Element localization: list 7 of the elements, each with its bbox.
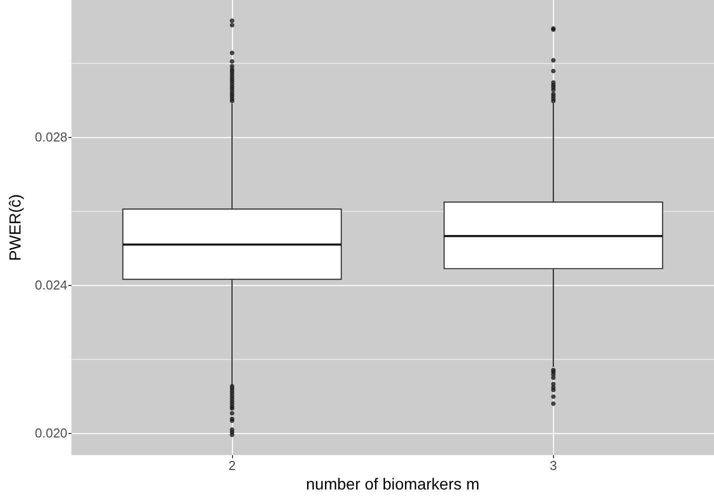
x-tick-label: 3 xyxy=(550,458,557,474)
x-axis-title: number of biomarkers m xyxy=(306,476,480,494)
y-tick-label: 0.028 xyxy=(34,129,68,144)
y-tick-label: 0.024 xyxy=(34,277,68,292)
y-axis-title: PWER(ĉ) xyxy=(8,194,24,261)
y-tick-label: 0.020 xyxy=(34,425,68,440)
x-tick-label: 2 xyxy=(228,458,236,474)
